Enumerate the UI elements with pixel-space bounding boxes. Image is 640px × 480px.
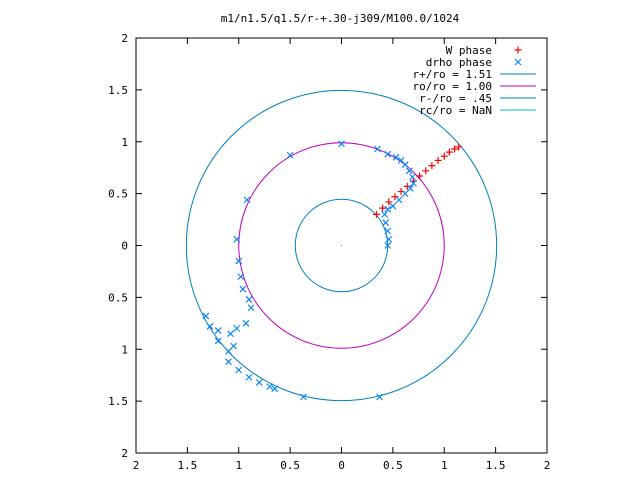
y-tick-label: 2 [121,32,128,45]
drho-phase-point [225,358,232,366]
drho-phase-point [410,179,417,187]
y-tick-label: 1 [121,343,128,356]
drho-phase-point [384,227,392,235]
drho-phase-point [385,235,393,243]
circle-r-curve [185,89,498,402]
chart-title: m1/n1.5/q1.5/r-+.30-j309/M100.0/1024 [221,12,460,25]
drho-phase-point [233,235,241,243]
drho-phase-point [206,323,214,330]
legend-plus-marker [514,46,522,54]
drho-phase-point [374,145,381,153]
legend-cross-marker [514,58,522,66]
drho-phase-point [384,205,392,213]
w-phase-point [434,156,442,164]
drho-phase-point [405,167,413,175]
axis-ticks: 2 1.5 1 0.5 0 0.5 1 1.5 221.510.500.511.52 [108,32,550,472]
w-phase-point [379,204,387,212]
reference-circles [185,89,498,402]
drho-phase-point [233,325,241,332]
drho-phase-point [389,202,397,210]
drho-phase-point [214,327,222,334]
drho-phase-point [401,161,409,168]
drho-phase-point [225,347,232,355]
drho-phase-point [235,257,243,265]
drho-phase-point [237,273,245,281]
w-phase-point [372,210,380,218]
w-phase-point [445,148,453,156]
legend-label: ro/ro = 1.00 [413,80,492,93]
y-tick-label: 2 [121,447,128,460]
w-phase-point [391,193,399,201]
drho-phase-point [245,373,253,381]
x-tick-label: 0 [338,459,345,472]
drho-phase-point [214,337,222,345]
drho-phase-point [395,196,403,204]
w-phase-point [440,152,448,160]
drho-phase-point [243,196,251,204]
drho-phase-point [382,219,390,227]
legend-label: r+/ro = 1.51 [413,68,492,81]
drho-phase-point [401,190,409,198]
drho-phase-point [255,379,263,386]
drho-phase-point [392,153,400,161]
drho-phase-point [247,304,255,312]
drho-phase-point [235,366,243,374]
drho-phase-point [266,383,273,390]
drho-phase-point [202,312,210,320]
y-tick-label: 1 [121,136,128,149]
y-tick-label: 1.5 [108,84,128,97]
w-phase-point [428,162,436,170]
legend-label: W phase [446,44,492,57]
drho-phase-point [227,330,234,338]
x-tick-label: 1.5 [486,459,506,472]
drho-phase-point [230,342,238,350]
w-phase-point [416,172,424,180]
drho-phase-point [271,385,279,393]
x-tick-label: 1.5 [177,459,197,472]
drho-phase-point [384,242,392,249]
w-phase-point [422,167,430,175]
w-phase-point [451,145,459,153]
legend-label: rc/ro = NaN [419,104,492,117]
y-tick-label: 0 [121,240,128,253]
y-tick-label: 0.5 [108,291,128,304]
w-phase-point [403,182,411,190]
drho-phase-point [286,151,294,159]
data-markers [202,140,463,401]
x-tick-label: 0.5 [383,459,403,472]
w-phase-point [385,198,393,206]
w-phase-point [455,143,463,151]
drho-phase-point [242,319,250,327]
x-tick-label: 1 [441,459,448,472]
drho-phase-point [384,150,392,158]
y-tick-label: 0.5 [108,188,128,201]
drho-phase-point [406,185,414,192]
x-tick-label: 2 [133,459,140,472]
legend-label: r-/ro = .45 [419,92,492,105]
drho-phase-point [409,173,416,181]
x-tick-label: 2 [544,459,551,472]
rc-center-dot [340,244,343,247]
drho-phase-point [338,140,345,148]
drho-phase-point [239,285,247,293]
legend-label: drho phase [426,56,492,69]
circle-ro-curve [238,142,445,349]
drho-phase-point [245,296,253,303]
drho-phase-point [381,210,389,218]
drho-phase-point [376,393,383,401]
drho-phase-point [300,393,307,401]
x-tick-label: 0.5 [280,459,300,472]
y-tick-label: 1.5 [108,395,128,408]
x-tick-label: 1 [235,459,242,472]
